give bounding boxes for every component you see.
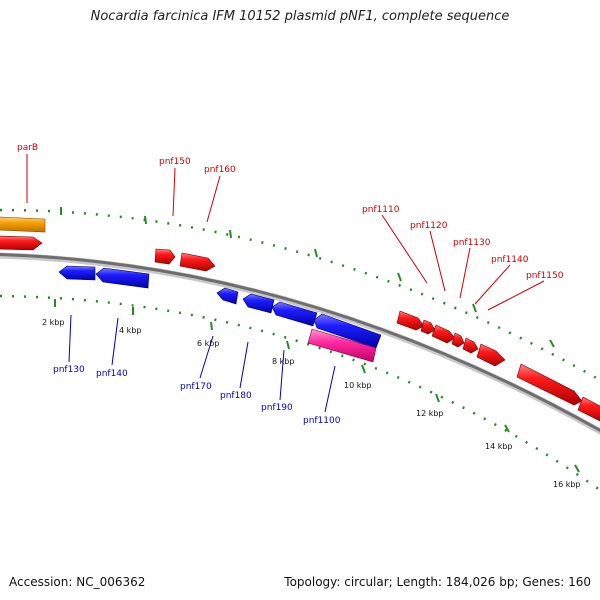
gene-label-parB[interactable]: parB — [17, 143, 38, 153]
kbp-label: 16 kbp — [553, 480, 581, 489]
outer-dotted-arc — [0, 208, 600, 382]
inner-major-ticks — [54, 299, 580, 473]
gene-label-pnf130[interactable]: pnf130 — [53, 365, 85, 375]
gene-arrow-forward[interactable] — [396, 310, 425, 331]
outer-tick-ring — [0, 208, 600, 382]
label-leader-line — [172, 167, 176, 217]
kbp-label: 14 kbp — [485, 442, 513, 451]
gene-label-pnf1110[interactable]: pnf1110 — [362, 205, 400, 215]
label-leader-line — [68, 314, 72, 363]
gene-label-pnf1140[interactable]: pnf1140 — [491, 255, 529, 265]
label-leader-line — [324, 365, 336, 413]
inner-tick — [504, 424, 510, 433]
label-leader-line — [459, 247, 471, 299]
forward-gene-labels: parB pnf150 pnf160 pnf1110 pnf1120 pnf11… — [17, 143, 564, 311]
inner-tick — [574, 464, 580, 473]
outer-tick — [314, 248, 318, 258]
inner-tick — [435, 393, 440, 403]
gene-arrow-forward[interactable] — [577, 396, 600, 422]
orange-gene-track — [0, 216, 46, 233]
gene-label-pnf1120[interactable]: pnf1120 — [410, 221, 448, 231]
label-leader-line — [474, 264, 511, 305]
gene-label-pnf180[interactable]: pnf180 — [220, 391, 252, 401]
gene-label-pnf1150[interactable]: pnf1150 — [526, 271, 564, 281]
outer-tick — [397, 272, 402, 282]
gene-arrow-forward[interactable] — [154, 248, 176, 265]
kbp-label: 10 kbp — [344, 381, 372, 390]
gene-block-pink[interactable] — [307, 328, 377, 363]
forward-gene-track — [0, 235, 600, 422]
backbone-shadow — [0, 252, 600, 435]
kbp-label: 12 kbp — [416, 409, 444, 418]
reverse-gene-labels: pnf130 pnf140 pnf170 pnf180 pnf190 pnf11… — [53, 314, 341, 426]
outer-tick — [472, 303, 477, 313]
gene-arrow-reverse[interactable] — [58, 265, 96, 281]
kbp-label: 2 kbp — [42, 318, 64, 327]
inner-tick — [210, 321, 213, 331]
topology-summary: Topology: circular; Length: 184,026 bp; … — [284, 575, 591, 589]
outer-tick — [549, 339, 555, 348]
gene-label-pnf160[interactable]: pnf160 — [204, 165, 236, 175]
gene-label-pnf150[interactable]: pnf150 — [159, 157, 191, 167]
gene-arrow-reverse[interactable] — [216, 287, 239, 305]
reverse-gene-track — [58, 265, 382, 349]
label-leader-line — [487, 280, 545, 311]
inner-tick — [361, 364, 366, 374]
label-leader-line — [199, 335, 214, 379]
gene-arrow-forward[interactable] — [462, 337, 479, 354]
gene-arrow-forward[interactable] — [476, 343, 506, 367]
kbp-label: 4 kbp — [119, 326, 141, 335]
gene-label-pnf140[interactable]: pnf140 — [96, 369, 128, 379]
accession-text: Accession: NC_006362 — [9, 575, 146, 589]
outer-major-ticks — [60, 207, 555, 348]
outer-tick — [144, 215, 147, 225]
gene-arrow-reverse[interactable] — [242, 293, 275, 314]
label-leader-line — [381, 214, 428, 284]
label-leader-line — [279, 349, 285, 401]
gene-arrow-reverse[interactable] — [313, 313, 382, 349]
gene-arrow-reverse[interactable] — [271, 301, 318, 327]
map-title: Nocardia farcinica IFM 10152 plasmid pNF… — [90, 9, 510, 24]
gene-block-orange[interactable] — [0, 216, 46, 233]
gene-arrow-forward[interactable] — [431, 324, 456, 344]
inner-tick — [286, 340, 290, 350]
gene-label-pnf170[interactable]: pnf170 — [180, 382, 212, 392]
label-leader-line — [206, 175, 221, 223]
gene-label-pnf1100[interactable]: pnf1100 — [303, 416, 341, 426]
gene-arrow-forward[interactable] — [451, 332, 465, 348]
inner-dotted-arc — [0, 294, 600, 492]
gene-label-pnf1130[interactable]: pnf1130 — [453, 238, 491, 248]
label-leader-line — [239, 341, 249, 389]
backbone-arc — [0, 253, 600, 433]
backbone — [0, 252, 600, 435]
label-leader-line — [111, 317, 119, 366]
gene-arrow-forward[interactable] — [179, 252, 216, 272]
outer-tick — [229, 229, 232, 239]
pink-gene-track — [307, 328, 377, 363]
gene-arrow-reverse[interactable] — [95, 267, 150, 289]
kbp-label: 6 kbp — [197, 339, 219, 348]
label-leader-line — [429, 230, 446, 292]
gene-arrow-forward[interactable] — [516, 363, 583, 406]
gene-label-pnf190[interactable]: pnf190 — [261, 403, 293, 413]
gene-arrow-forward[interactable] — [420, 319, 436, 335]
inner-tick-ring — [0, 294, 600, 492]
gene-arrow-forward[interactable] — [0, 235, 43, 251]
